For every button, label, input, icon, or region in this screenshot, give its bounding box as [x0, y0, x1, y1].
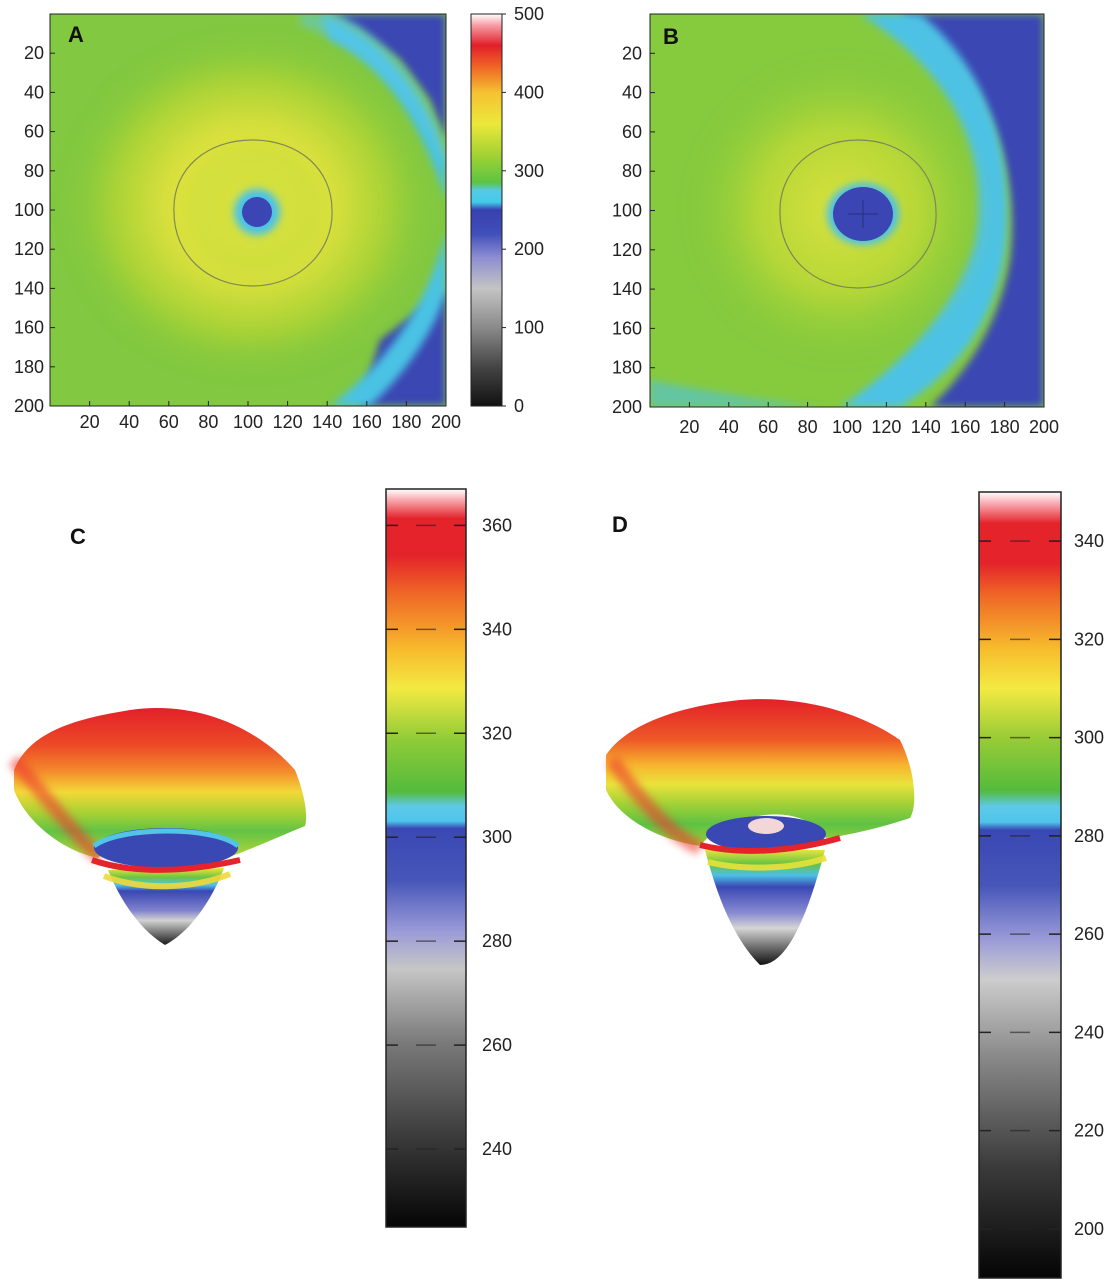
x-tick-label: 120	[871, 417, 901, 437]
surface-c	[8, 708, 307, 945]
surface-c-rim	[90, 857, 241, 873]
colorbar-tick-label: 0	[514, 396, 524, 416]
colorbar-a: 500 400 300 200 100 0	[470, 4, 544, 416]
colorbar-c-ticks: 360 340 320 300 280 260 240	[386, 515, 512, 1159]
x-tick-label: 180	[391, 412, 421, 432]
x-tick-label: 100	[832, 417, 862, 437]
colorbar-tick-label: 400	[514, 82, 544, 102]
colorbar-tick-label: 320	[1074, 629, 1104, 649]
x-tick-label: 20	[679, 417, 699, 437]
x-tick-label: 60	[758, 417, 778, 437]
surface-c-cap	[14, 708, 307, 858]
surface-c-pit	[94, 828, 238, 868]
y-tick-label: 20	[24, 43, 44, 63]
x-tick-label: 40	[719, 417, 739, 437]
y-tick-label: 200	[14, 396, 44, 416]
colorbar-a-ticks: 500 400 300 200 100 0	[502, 4, 544, 416]
colorbar-tick-label: 260	[482, 1035, 512, 1055]
x-tick-label: 160	[352, 412, 382, 432]
colorbar-c: 360 340 320 300 280 260 240	[385, 488, 512, 1228]
x-tick-label: 200	[431, 412, 461, 432]
panel-d: D 340 320 300 280 260 240 220 200	[606, 491, 1104, 1279]
surface-d	[606, 699, 915, 965]
y-tick-label: 60	[622, 122, 642, 142]
colorbar-tick-label: 220	[1074, 1121, 1104, 1141]
colorbar-tick-label: 300	[482, 827, 512, 847]
colorbar-tick-label: 300	[1074, 728, 1104, 748]
x-tick-label: 60	[159, 412, 179, 432]
panel-label-b: B	[663, 24, 679, 49]
colorbar-d-gradient	[979, 492, 1061, 1278]
panel-label-a: A	[68, 22, 84, 47]
contour-line-a	[173, 139, 333, 287]
x-tick-label: 120	[273, 412, 303, 432]
colorbar-tick-label: 100	[514, 318, 544, 338]
x-tick-label: 100	[233, 412, 263, 432]
x-tick-label: 140	[312, 412, 342, 432]
colorbar-tick-label: 240	[482, 1139, 512, 1159]
y-tick-label: 40	[622, 83, 642, 103]
x-tick-label: 180	[990, 417, 1020, 437]
colorbar-d: 340 320 300 280 260 240 220 200	[978, 491, 1104, 1279]
y-tick-label: 20	[622, 43, 642, 63]
colorbar-c-frame	[385, 488, 467, 1228]
x-tick-label: 80	[798, 417, 818, 437]
surface-d-cone	[705, 850, 825, 965]
colorbar-tick-label: 340	[1074, 531, 1104, 551]
colorbar-tick-label: 200	[514, 239, 544, 259]
colorbar-tick-label: 500	[514, 4, 544, 24]
panel-label-d: D	[612, 512, 628, 537]
colorbar-a-gradient	[471, 14, 502, 406]
colorbar-d-frame	[978, 491, 1062, 1279]
colorbar-d-ticks: 340 320 300 280 260 240 220 200	[979, 531, 1104, 1239]
y-tick-label: 180	[612, 358, 642, 378]
colorbar-tick-label: 280	[482, 931, 512, 951]
surface-d-cap	[606, 699, 915, 846]
x-tick-label: 160	[950, 417, 980, 437]
y-tick-label: 100	[14, 200, 44, 220]
colorbar-tick-label: 300	[514, 161, 544, 181]
y-tick-label: 60	[24, 122, 44, 142]
y-tick-label: 80	[24, 161, 44, 181]
contour-line-b	[779, 139, 937, 289]
axis-ticks-a: 20 40 60 80 100 120 140 160 180 200 20 40 60 80 100 120…	[14, 43, 461, 432]
y-tick-label: 140	[612, 279, 642, 299]
x-tick-label: 200	[1029, 417, 1059, 437]
y-tick-label: 180	[14, 357, 44, 377]
y-tick-label: 160	[612, 318, 642, 338]
y-tick-label: 100	[612, 201, 642, 221]
colorbar-tick-label: 340	[482, 619, 512, 639]
y-tick-label: 140	[14, 278, 44, 298]
colorbar-tick-label: 260	[1074, 924, 1104, 944]
colorbar-a-frame	[470, 13, 503, 407]
x-tick-label: 140	[911, 417, 941, 437]
x-tick-label: 20	[80, 412, 100, 432]
y-tick-label: 200	[612, 397, 642, 417]
colorbar-tick-label: 200	[1074, 1219, 1104, 1239]
x-tick-label: 40	[119, 412, 139, 432]
pit-center-a	[242, 197, 272, 227]
surface-d-rim	[699, 835, 841, 854]
colorbar-tick-label: 280	[1074, 826, 1104, 846]
colorbar-tick-label: 320	[482, 723, 512, 743]
heatmap-a	[50, 14, 446, 406]
x-tick-label: 80	[198, 412, 218, 432]
colorbar-tick-label: 360	[482, 515, 512, 535]
colorbar-c-gradient	[386, 489, 466, 1227]
y-tick-label: 40	[24, 82, 44, 102]
panel-a: 20 40 60 80 100 120 140 160 180 200 20 40 60 80 100 120…	[14, 4, 544, 432]
colorbar-tick-label: 240	[1074, 1022, 1104, 1042]
panel-label-c: C	[70, 524, 86, 549]
axis-ticks-b: 20 40 60 80 100 120 140 160 180 200 20 40 60 80 100 120…	[612, 43, 1059, 437]
y-tick-label: 80	[622, 161, 642, 181]
y-tick-label: 120	[612, 240, 642, 260]
y-tick-label: 160	[14, 318, 44, 338]
panel-b: 20 40 60 80 100 120 140 160 180 200 20 40 60 80 100 120…	[612, 13, 1059, 437]
panel-c: C 360 340 320 300 280 260 240	[8, 488, 512, 1228]
y-tick-label: 120	[14, 239, 44, 259]
heatmap-b	[650, 14, 1044, 407]
